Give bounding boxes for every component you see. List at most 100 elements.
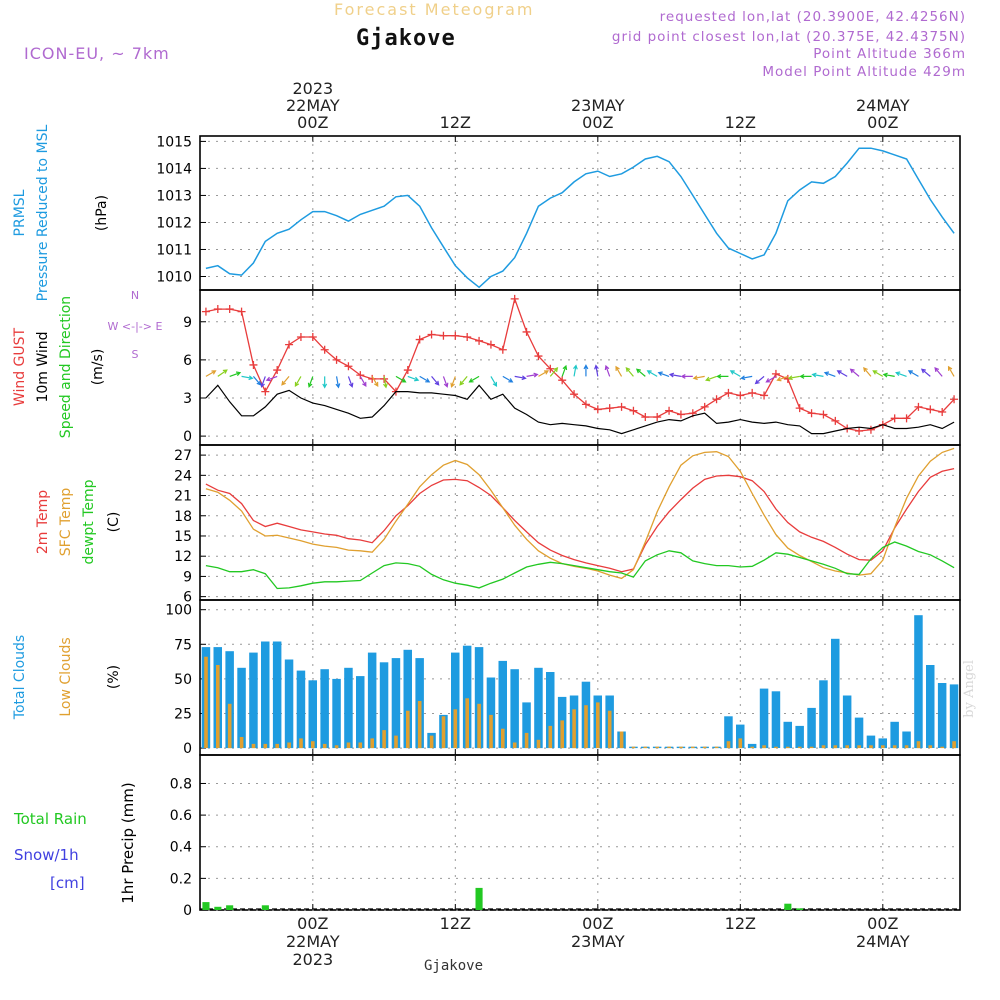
low-cloud-bar	[643, 746, 648, 749]
total-cloud-bar	[284, 659, 294, 749]
wind-direction-arrow	[371, 376, 379, 388]
gust-marker	[475, 336, 484, 345]
wind-direction-arrow	[549, 367, 559, 377]
low-cloud-bar	[928, 745, 933, 749]
footer-station: Gjakove	[424, 958, 484, 974]
gust-marker	[308, 333, 317, 342]
gust-marker	[795, 404, 804, 413]
panel-2: 0 3 6 9	[183, 289, 961, 446]
gust-marker	[950, 395, 959, 404]
temp-unit-label: (C)	[106, 512, 122, 533]
total-cloud-bar	[914, 615, 923, 749]
total-cloud-bar	[759, 688, 769, 749]
total-cloud-bar	[546, 672, 555, 749]
total-cloud-bar	[462, 645, 472, 749]
wind-direction-arrow	[615, 365, 623, 377]
gust-marker	[641, 413, 650, 422]
panel-frame	[199, 289, 961, 446]
total-cloud-bar	[344, 667, 353, 749]
wind-direction-arrow	[431, 376, 440, 386]
gust-marker	[285, 340, 294, 349]
y-tick-label: 12	[174, 549, 192, 565]
gust-marker	[415, 335, 424, 344]
y-tick-label: 0	[183, 429, 192, 445]
low-cloud-bar	[833, 745, 838, 749]
pressure-label-prmsl: PRMSL	[12, 189, 28, 236]
wind-direction-arrow	[823, 371, 836, 377]
clouds-unit-label: (%)	[106, 665, 122, 689]
clouds-total-label: Total Clouds	[12, 635, 28, 720]
low-cloud-bar	[667, 746, 671, 749]
bottom-time-label: 12Z	[725, 914, 756, 933]
total-cloud-bar	[486, 677, 496, 749]
gust-marker	[249, 360, 258, 369]
low-cloud-bar	[857, 745, 861, 749]
wind-direction-arrow	[538, 370, 550, 377]
total-cloud-bar	[498, 660, 507, 749]
low-cloud-bar	[548, 725, 553, 748]
low-cloud-bar	[892, 745, 897, 749]
total-cloud-bar	[522, 702, 531, 749]
wind-direction-arrow	[561, 364, 568, 377]
wind-direction-arrow	[573, 364, 578, 377]
gust-marker	[926, 405, 935, 414]
gust-marker	[261, 387, 270, 396]
total-cloud-bar	[451, 652, 460, 749]
gust-marker	[890, 414, 899, 423]
gust-marker	[676, 410, 685, 419]
y-tick-label: 1014	[156, 161, 192, 177]
low-cloud-bar	[311, 741, 315, 749]
low-cloud-bar	[738, 738, 743, 749]
temp-2m-label: 2m Temp	[35, 490, 51, 554]
wind-direction-arrow	[625, 367, 634, 377]
low-cloud-bar	[417, 701, 422, 749]
total-cloud-bar	[807, 707, 816, 748]
gust-marker	[486, 340, 495, 349]
wind-direction-arrow	[754, 375, 765, 385]
top-time-label: 23MAY	[571, 96, 625, 115]
gust-marker	[427, 330, 436, 339]
bottom-time-label: 24MAY	[856, 932, 910, 951]
gust-marker	[760, 391, 769, 400]
wind-direction-arrow	[468, 375, 480, 383]
y-tick-label: 1013	[156, 188, 192, 204]
wind-direction-arrow	[307, 376, 314, 388]
low-cloud-bar	[334, 745, 339, 749]
gust-marker	[356, 371, 365, 380]
gust-marker	[653, 413, 662, 422]
low-cloud-bar	[881, 745, 885, 749]
low-cloud-bar	[489, 714, 493, 749]
precip-rain-label: Total Rain	[13, 810, 87, 828]
low-cloud-bar	[619, 731, 624, 749]
total-cloud-bar	[225, 651, 234, 749]
clouds-low-label: Low Clouds	[58, 637, 74, 716]
y-tick-label: 25	[174, 706, 192, 722]
bottom-time-label: 23MAY	[571, 932, 625, 951]
wind-direction-arrow	[668, 372, 682, 378]
total-cloud-bar	[367, 652, 377, 749]
low-cloud-bar	[714, 746, 719, 749]
low-cloud-bar	[524, 732, 529, 749]
wind-direction-arrow	[882, 372, 895, 378]
low-cloud-bar	[809, 746, 814, 749]
total-cloud-bar	[403, 649, 412, 749]
rain-bar	[784, 903, 792, 910]
top-time-label: 22MAY	[286, 96, 340, 115]
y-tick-label: 15	[174, 529, 192, 545]
y-tick-label: 1012	[156, 215, 192, 231]
rain-bar	[214, 906, 222, 910]
low-cloud-bar	[679, 746, 683, 749]
low-cloud-bar	[204, 656, 208, 748]
wind-direction-arrow	[646, 370, 658, 377]
compass-east-west-label: W <-|-> E	[108, 320, 163, 333]
bottom-time-label: 00Z	[582, 914, 613, 933]
low-cloud-bar	[501, 728, 505, 749]
total-cloud-bar	[878, 738, 887, 749]
wind-direction-arrow	[383, 376, 388, 389]
top-time-label: 00Z	[582, 113, 613, 132]
y-tick-label: 9	[183, 569, 192, 585]
top-time-label: 00Z	[297, 113, 328, 132]
wind-direction-arrow	[705, 375, 717, 382]
precip-snow-label: Snow/1h	[14, 846, 79, 864]
